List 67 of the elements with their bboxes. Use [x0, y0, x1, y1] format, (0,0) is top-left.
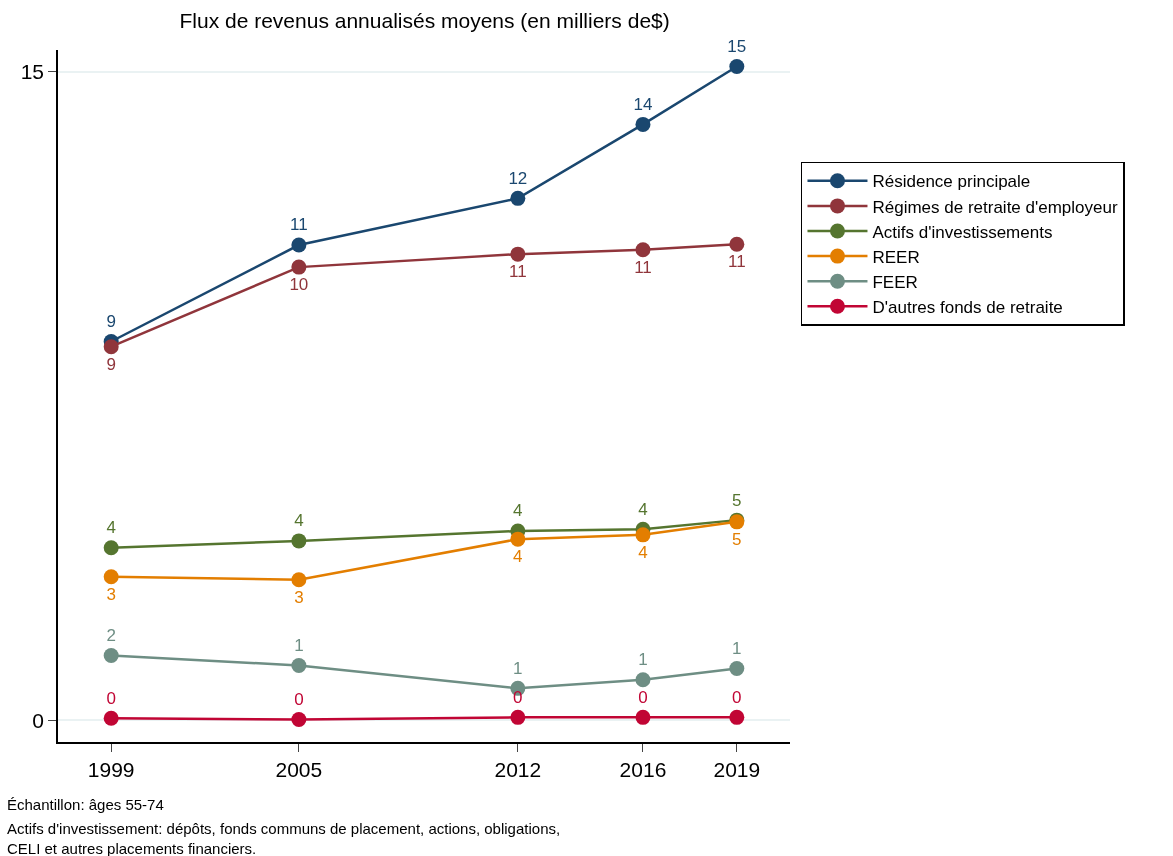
point	[103, 648, 119, 663]
data-label: 1	[513, 658, 523, 678]
point	[729, 58, 745, 74]
legend-label: FEER	[872, 272, 918, 292]
data-label: 10	[289, 275, 309, 295]
point	[635, 116, 651, 132]
point	[635, 242, 651, 258]
data-label: 15	[727, 36, 747, 56]
x-tick-label: 2005	[275, 757, 323, 781]
data-label: 9	[106, 354, 116, 374]
data-label: 4	[106, 518, 116, 538]
data-label: 4	[638, 499, 648, 519]
data-label: 0	[638, 687, 648, 707]
data-label: 5	[732, 529, 742, 549]
x-tick-label: 2019	[713, 757, 761, 781]
data-label: 11	[509, 262, 527, 282]
point	[729, 709, 745, 725]
data-label: 11	[290, 215, 308, 235]
point	[291, 259, 307, 275]
data-label: 4	[513, 501, 523, 521]
data-label: 1	[294, 635, 304, 655]
point	[510, 531, 526, 547]
legend-label: D'autres fonds de retraite	[872, 297, 1063, 317]
data-label: 4	[638, 542, 648, 562]
data-label: 1	[638, 650, 648, 670]
point	[291, 657, 307, 673]
point	[103, 569, 119, 585]
point	[103, 339, 119, 355]
data-label: 3	[294, 587, 304, 607]
data-label: 1	[732, 638, 742, 658]
point	[291, 572, 307, 588]
data-label: 4	[513, 547, 523, 567]
point	[729, 660, 745, 676]
data-label: 2	[106, 625, 116, 645]
data-label: 11	[727, 252, 746, 272]
point	[729, 236, 745, 252]
x-tick-label: 1999	[87, 757, 135, 781]
legend-label: Résidence principale	[872, 172, 1031, 192]
point	[291, 533, 307, 549]
point	[291, 237, 307, 253]
data-label: 0	[294, 689, 304, 709]
point	[635, 527, 651, 543]
data-label: 14	[633, 94, 653, 114]
text: Échantillon: âges 55-74	[7, 796, 164, 813]
point	[103, 540, 119, 556]
data-label: 5	[732, 490, 742, 510]
data-label: 9	[106, 311, 116, 331]
legend-label: Actifs d'investissements	[872, 222, 1053, 242]
point	[510, 709, 526, 725]
chart-title: Flux de revenus annualisés moyens (en milliers de$)	[179, 8, 670, 32]
data-label: 11	[634, 257, 652, 277]
data-label: 4	[294, 511, 304, 531]
legend-label: REER	[872, 247, 920, 267]
point	[510, 190, 526, 206]
point	[291, 712, 307, 727]
data-label: 12	[508, 168, 528, 188]
point	[635, 672, 651, 688]
point	[103, 710, 119, 726]
point	[635, 709, 651, 725]
data-label: 0	[732, 687, 742, 707]
legend-label: Régimes de retraite d'employeur	[872, 197, 1118, 217]
x-tick-label: 2012	[494, 757, 542, 781]
text: Actifs d'investissement: dépôts, fonds communs de placement, actions, obligations, CELI et autres placements financiers.	[7, 820, 561, 856]
x-tick-label: 2016	[619, 757, 667, 781]
data-label: 3	[106, 584, 116, 604]
data-label: 0	[106, 688, 116, 708]
point	[510, 246, 526, 262]
